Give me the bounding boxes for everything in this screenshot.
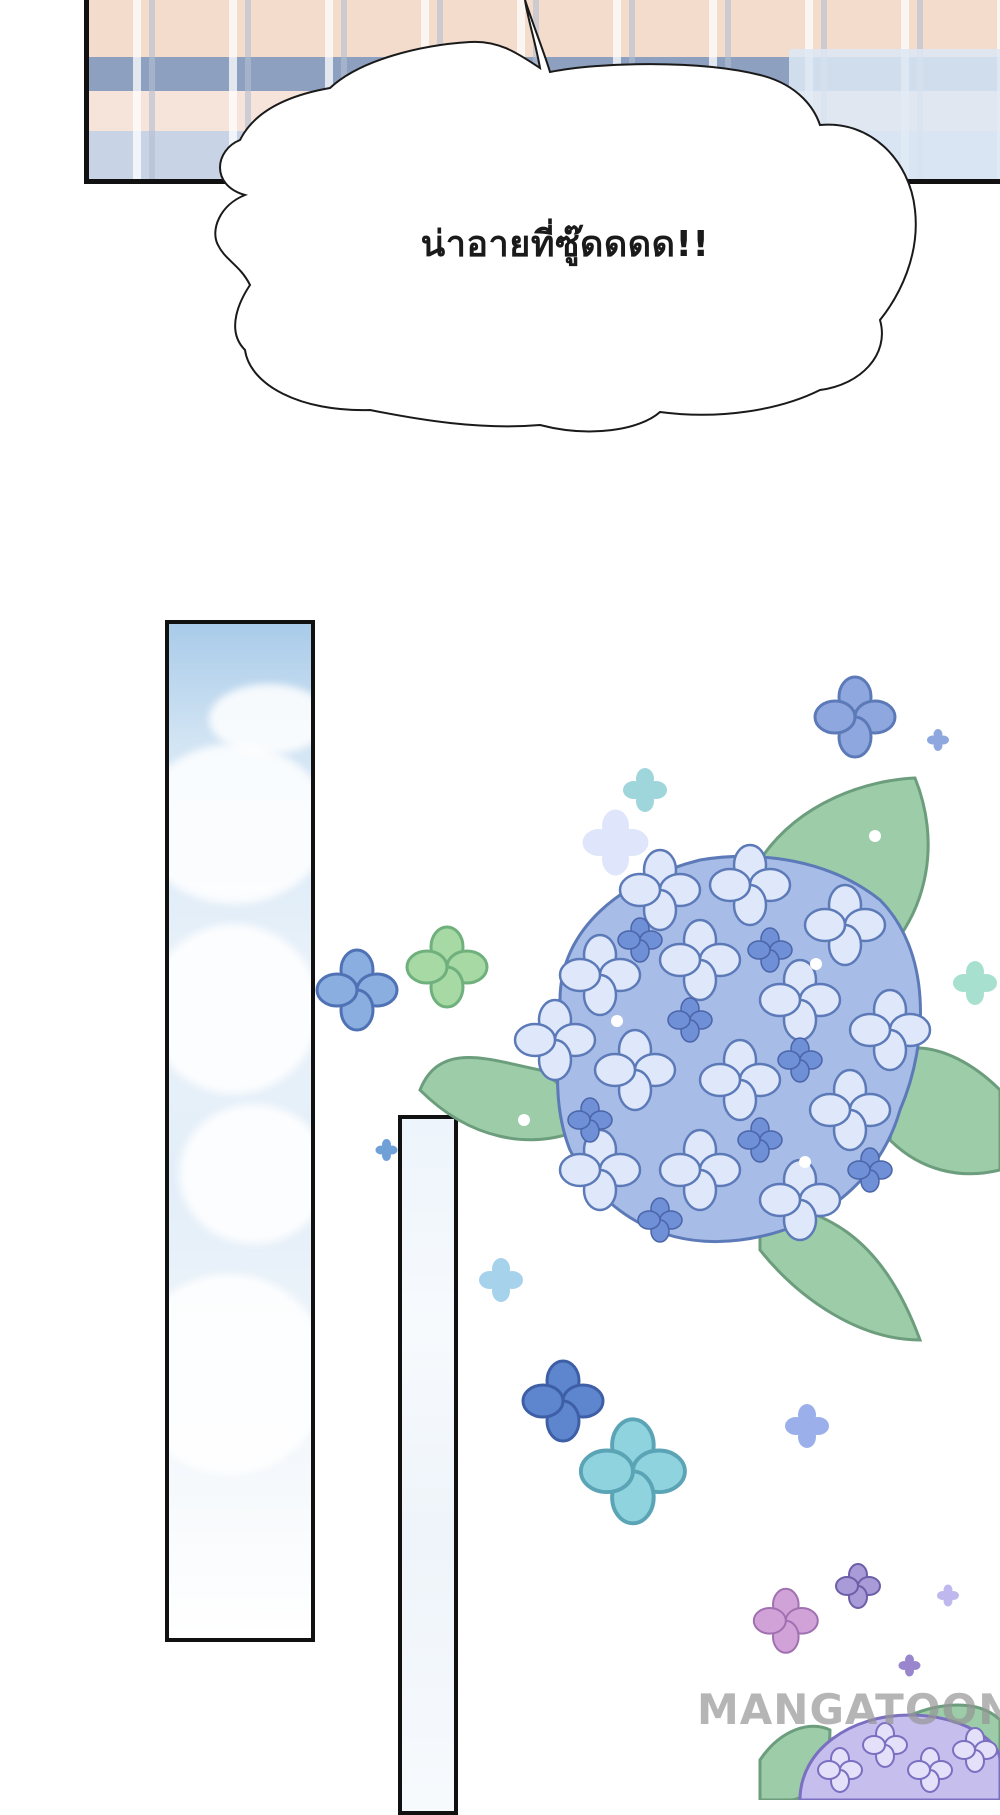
cloud (179, 1104, 311, 1244)
flower-icon (898, 1654, 921, 1677)
flower-icon (521, 1359, 605, 1443)
narrow-panel (398, 1115, 458, 1815)
cloud (169, 1274, 311, 1474)
flower-icon (927, 729, 949, 751)
flower-icon (582, 809, 649, 876)
sky-panel (165, 620, 315, 1642)
flower-icon (405, 925, 489, 1009)
flower-icon (813, 675, 897, 759)
flower-icon (835, 1563, 881, 1609)
flower-icon (785, 1404, 829, 1448)
flower-icon (375, 1139, 398, 1161)
flower-icon (953, 961, 997, 1005)
speech-bubble-text: น่าอายที่ซู๊ดดดด!! (420, 224, 710, 265)
watermark: MANGATOON (697, 1685, 1000, 1734)
flower-icon (752, 1587, 819, 1654)
flower-icon (578, 1417, 687, 1526)
hydrangea-cluster (798, 1713, 1000, 1800)
flower-icon (315, 948, 399, 1032)
flower-icon (479, 1258, 523, 1302)
speech-bubble-outline (214, 0, 917, 433)
flower-icon (937, 1584, 959, 1607)
cloud (169, 744, 311, 904)
hydrangea-cluster (513, 830, 932, 1243)
cloud (169, 924, 311, 1094)
flower-icon (623, 768, 667, 812)
cloud (209, 684, 311, 754)
